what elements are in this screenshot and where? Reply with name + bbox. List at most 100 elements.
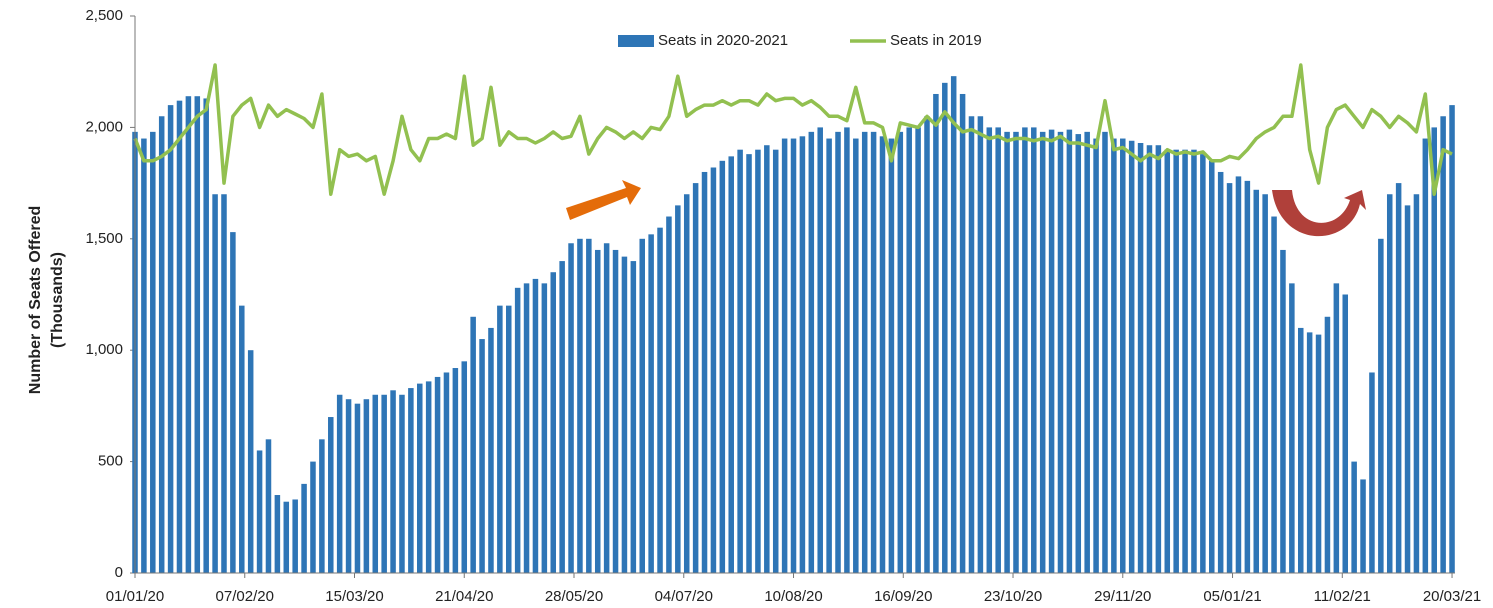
bar — [924, 116, 930, 573]
line — [133, 63, 1453, 196]
bar — [265, 439, 272, 573]
bar — [870, 131, 877, 573]
bar — [381, 394, 387, 573]
bar — [906, 127, 912, 574]
bar — [514, 287, 521, 573]
bar — [1075, 134, 1082, 574]
bar — [167, 105, 174, 574]
bar — [176, 100, 183, 573]
bar — [719, 160, 726, 573]
bar — [808, 131, 815, 573]
x-tick-label: 04/07/20 — [655, 588, 713, 605]
bar — [1342, 294, 1349, 573]
bar — [692, 183, 699, 573]
x-tick-label: 05/01/21 — [1203, 588, 1261, 605]
bar — [594, 249, 601, 573]
orange-arrow — [566, 180, 641, 220]
bar — [301, 483, 307, 573]
x-tick-label: 29/11/20 — [1094, 588, 1151, 605]
bar — [372, 394, 379, 573]
bar — [666, 216, 672, 573]
bar — [1324, 316, 1331, 573]
bar — [933, 93, 939, 573]
bar — [1031, 127, 1037, 574]
x-tick-label: 28/05/20 — [545, 588, 603, 605]
bar — [648, 234, 654, 573]
bar — [1155, 145, 1162, 573]
x-tick-label: 15/03/20 — [325, 588, 383, 605]
bar — [942, 82, 948, 573]
bar — [488, 327, 494, 573]
bar — [746, 154, 752, 574]
bar — [505, 305, 512, 573]
bar — [1111, 138, 1117, 574]
x-tick-label: 21/04/20 — [435, 588, 493, 605]
x-tick-label: 20/03/21 — [1423, 588, 1481, 605]
bar — [1440, 116, 1446, 573]
bar — [1137, 142, 1144, 573]
bar — [950, 76, 957, 573]
bar — [844, 127, 850, 574]
bar — [781, 138, 788, 574]
bar — [879, 136, 886, 573]
bar — [639, 238, 645, 574]
bar — [434, 376, 441, 573]
bar — [755, 149, 761, 573]
bar — [425, 381, 432, 573]
bar — [1128, 140, 1135, 573]
bar — [1404, 205, 1411, 573]
bar — [1182, 149, 1188, 573]
bar — [586, 238, 592, 574]
bar — [185, 96, 192, 573]
bar — [479, 339, 485, 573]
bar — [612, 249, 619, 573]
bar — [1013, 131, 1019, 573]
bar — [1217, 171, 1224, 573]
bar — [1200, 154, 1206, 574]
bar — [897, 131, 904, 573]
y-axis-label: (Thousands) — [49, 252, 66, 348]
bar — [256, 450, 263, 573]
bar — [1253, 189, 1260, 573]
bar — [1297, 327, 1304, 573]
legend-label: Seats in 2020-2021 — [658, 32, 788, 49]
bar — [853, 138, 859, 574]
plot: 0 500 1,000 1,500 2,000 2,500 01/01/20 07/02/20… — [85, 7, 1481, 605]
bar — [1235, 176, 1242, 573]
x-tick-label: 10/08/20 — [764, 588, 822, 605]
x-tick-label: 16/09/20 — [874, 588, 932, 605]
bar — [141, 138, 147, 574]
bar — [1306, 332, 1313, 573]
bar — [1262, 194, 1268, 574]
bar — [150, 131, 156, 573]
bar — [532, 278, 539, 573]
bar — [1066, 129, 1073, 574]
bar — [497, 305, 503, 573]
bar — [319, 439, 325, 573]
y-tick-label: 2,000 — [85, 118, 123, 135]
bar — [1004, 131, 1010, 573]
y-tick-label: 500 — [98, 453, 123, 470]
bar — [710, 167, 717, 573]
bar — [1244, 180, 1251, 573]
bar — [799, 136, 806, 573]
bar — [1422, 138, 1429, 574]
bar — [1164, 149, 1171, 573]
bar — [230, 232, 236, 573]
y-tick-label: 1,500 — [85, 230, 123, 247]
bar — [701, 171, 708, 573]
bar — [621, 256, 628, 573]
bar — [1395, 183, 1402, 573]
bar — [1191, 149, 1197, 573]
x-tick-label: 11/02/21 — [1314, 588, 1371, 605]
bar — [657, 227, 663, 573]
bar — [1360, 479, 1366, 573]
bar — [399, 394, 405, 573]
bar — [283, 501, 290, 573]
y-axis-label: Number of Seats Offered — [27, 206, 44, 394]
bar — [452, 368, 459, 573]
bar — [417, 383, 423, 573]
bar — [1039, 131, 1046, 573]
bar — [986, 127, 993, 574]
